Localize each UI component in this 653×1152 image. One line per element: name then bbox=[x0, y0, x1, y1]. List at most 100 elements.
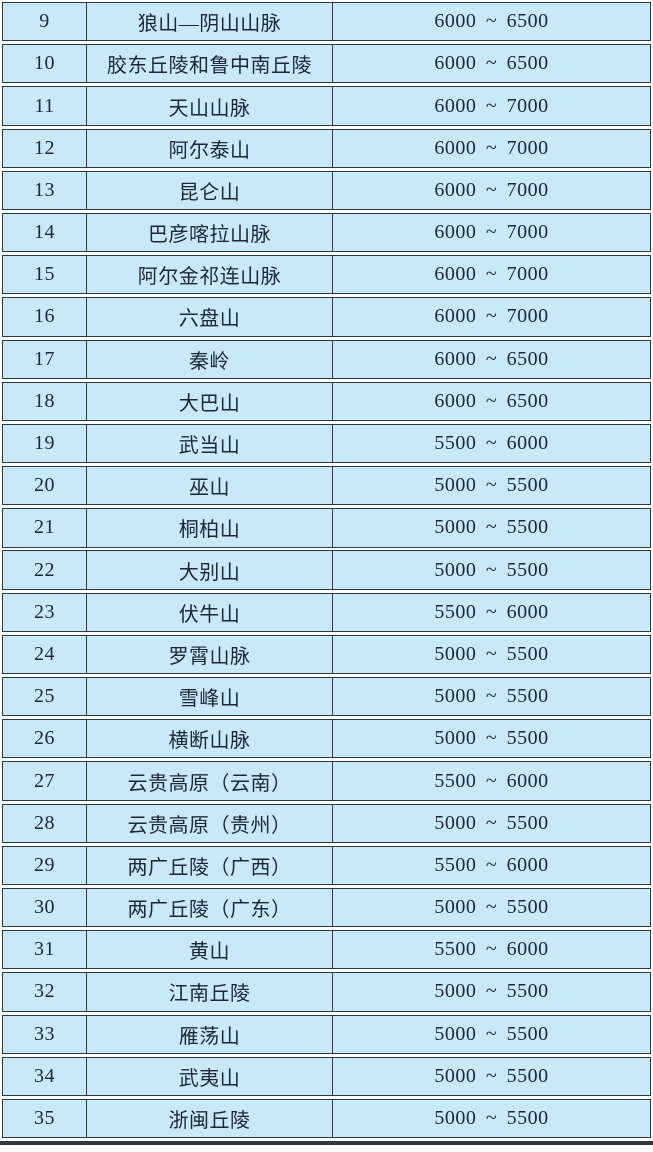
mountain-name-cell: 阿尔泰山 bbox=[87, 129, 333, 167]
mountain-name-cell: 黄山 bbox=[87, 931, 333, 969]
table-row: 32 江南丘陵 5000 ~ 5500 bbox=[2, 972, 651, 1012]
table-row: 19 武当山 5500 ~ 6000 bbox=[2, 423, 651, 464]
table-row: 29 两广丘陵（广西） 5500 ~ 6000 bbox=[2, 845, 651, 886]
table-row: 9 狼山—阴山山脉 6000 ~ 6500 bbox=[2, 2, 651, 42]
mountain-name-cell: 云贵高原（贵州） bbox=[87, 804, 333, 842]
mountain-name-cell: 狼山—阴山山脉 bbox=[87, 3, 333, 41]
elevation-range-cell: 5500 ~ 6000 bbox=[434, 769, 549, 792]
elevation-range-cell: 5000 ~ 5500 bbox=[434, 980, 549, 1003]
mountain-name-cell: 浙闽丘陵 bbox=[87, 1099, 333, 1138]
row-number-cell: 25 bbox=[3, 678, 87, 716]
row-number-cell: 20 bbox=[3, 467, 87, 505]
table-row: 34 武夷山 5000 ~ 5500 bbox=[2, 1056, 651, 1096]
elevation-range-cell: 5000 ~ 5500 bbox=[434, 474, 549, 497]
table-row: 13 昆仑山 6000 ~ 7000 bbox=[2, 170, 651, 211]
row-number-cell: 10 bbox=[3, 45, 87, 83]
elevation-range-cell: 6000 ~ 6500 bbox=[434, 389, 549, 412]
mountain-name-cell: 罗霄山脉 bbox=[87, 635, 333, 674]
mountain-name-cell: 巫山 bbox=[87, 467, 333, 505]
mountain-name-cell: 秦岭 bbox=[87, 340, 333, 378]
table-row: 28 云贵高原（贵州） 5000 ~ 5500 bbox=[2, 803, 651, 843]
table-row: 24 罗霄山脉 5000 ~ 5500 bbox=[2, 634, 651, 675]
table-row: 11 天山山脉 6000 ~ 7000 bbox=[2, 86, 651, 126]
elevation-range-cell: 6000 ~ 7000 bbox=[434, 136, 549, 159]
elevation-range-cell: 6000 ~ 6500 bbox=[434, 10, 549, 33]
table-row: 14 巴彦喀拉山脉 6000 ~ 7000 bbox=[2, 212, 651, 253]
row-number-cell: 17 bbox=[3, 340, 87, 378]
table-row: 10 胶东丘陵和鲁中南丘陵 6000 ~ 6500 bbox=[2, 44, 651, 84]
row-number-cell: 28 bbox=[3, 804, 87, 842]
mountain-name-cell: 武当山 bbox=[87, 424, 333, 463]
elevation-range-cell: 6000 ~ 7000 bbox=[434, 263, 549, 286]
mountain-name-cell: 桐柏山 bbox=[87, 509, 333, 547]
row-number-cell: 23 bbox=[3, 593, 87, 631]
table-bottom-border bbox=[0, 1141, 653, 1145]
table-row: 30 两广丘陵（广东） 5000 ~ 5500 bbox=[2, 887, 651, 928]
row-number-cell: 27 bbox=[3, 762, 87, 800]
elevation-range-cell: 5000 ~ 5500 bbox=[434, 685, 549, 708]
elevation-range-cell: 5000 ~ 5500 bbox=[434, 1022, 549, 1045]
mountain-name-cell: 胶东丘陵和鲁中南丘陵 bbox=[87, 45, 333, 83]
elevation-range-cell: 6000 ~ 7000 bbox=[434, 94, 549, 117]
row-number-cell: 13 bbox=[3, 171, 87, 210]
table-row: 23 伏牛山 5500 ~ 6000 bbox=[2, 592, 651, 632]
row-number-cell: 21 bbox=[3, 509, 87, 547]
row-number-cell: 19 bbox=[3, 424, 87, 463]
elevation-range-cell: 6000 ~ 7000 bbox=[434, 305, 549, 328]
mountain-name-cell: 雁荡山 bbox=[87, 1015, 333, 1053]
mountain-name-cell: 江南丘陵 bbox=[87, 973, 333, 1011]
table-row: 35 浙闽丘陵 5000 ~ 5500 bbox=[2, 1098, 651, 1139]
mountain-name-cell: 天山山脉 bbox=[87, 87, 333, 125]
elevation-range-cell: 5500 ~ 6000 bbox=[434, 938, 549, 961]
table-row: 22 大别山 5000 ~ 5500 bbox=[2, 550, 651, 590]
elevation-range-cell: 6000 ~ 7000 bbox=[434, 178, 549, 201]
row-number-cell: 26 bbox=[3, 720, 87, 758]
row-number-cell: 15 bbox=[3, 256, 87, 294]
elevation-range-cell: 6000 ~ 6500 bbox=[434, 52, 549, 75]
table-row: 15 阿尔金祁连山脉 6000 ~ 7000 bbox=[2, 255, 651, 295]
table-row: 17 秦岭 6000 ~ 6500 bbox=[2, 339, 651, 379]
row-number-cell: 31 bbox=[3, 931, 87, 969]
mountain-name-cell: 六盘山 bbox=[87, 298, 333, 336]
row-number-cell: 11 bbox=[3, 87, 87, 125]
elevation-range-cell: 5000 ~ 5500 bbox=[434, 1064, 549, 1087]
table-row: 21 桐柏山 5000 ~ 5500 bbox=[2, 508, 651, 548]
table-row: 20 巫山 5000 ~ 5500 bbox=[2, 466, 651, 506]
table-row: 26 横断山脉 5000 ~ 5500 bbox=[2, 719, 651, 759]
table-row: 18 大巴山 6000 ~ 6500 bbox=[2, 381, 651, 421]
elevation-range-cell: 6000 ~ 6500 bbox=[434, 347, 549, 370]
mountain-name-cell: 横断山脉 bbox=[87, 720, 333, 758]
row-number-cell: 35 bbox=[3, 1099, 87, 1138]
mountain-name-cell: 伏牛山 bbox=[87, 593, 333, 631]
mountain-name-cell: 昆仑山 bbox=[87, 171, 333, 210]
elevation-range-cell: 5000 ~ 5500 bbox=[434, 811, 549, 834]
row-number-cell: 14 bbox=[3, 213, 87, 252]
row-number-cell: 30 bbox=[3, 888, 87, 927]
mountain-name-cell: 两广丘陵（广西） bbox=[87, 846, 333, 885]
elevation-range-cell: 5000 ~ 5500 bbox=[434, 516, 549, 539]
elevation-range-cell: 5000 ~ 5500 bbox=[434, 642, 549, 665]
elevation-range-cell: 5000 ~ 5500 bbox=[434, 1107, 549, 1130]
table-row: 16 六盘山 6000 ~ 7000 bbox=[2, 297, 651, 337]
row-number-cell: 29 bbox=[3, 846, 87, 885]
table-row: 25 雪峰山 5000 ~ 5500 bbox=[2, 677, 651, 717]
row-number-cell: 22 bbox=[3, 551, 87, 589]
row-number-cell: 18 bbox=[3, 382, 87, 420]
elevation-range-cell: 5000 ~ 5500 bbox=[434, 896, 549, 919]
mountain-name-cell: 大巴山 bbox=[87, 382, 333, 420]
elevation-range-cell: 5000 ~ 5500 bbox=[434, 727, 549, 750]
table-row: 31 黄山 5500 ~ 6000 bbox=[2, 930, 651, 970]
mountain-name-cell: 巴彦喀拉山脉 bbox=[87, 213, 333, 252]
mountain-name-cell: 大别山 bbox=[87, 551, 333, 589]
elevation-range-cell: 5500 ~ 6000 bbox=[434, 600, 549, 623]
row-number-cell: 32 bbox=[3, 973, 87, 1011]
row-number-cell: 33 bbox=[3, 1015, 87, 1053]
row-number-cell: 9 bbox=[3, 3, 87, 41]
table-row: 27 云贵高原（云南） 5500 ~ 6000 bbox=[2, 761, 651, 801]
mountain-name-cell: 武夷山 bbox=[87, 1057, 333, 1095]
table-row: 12 阿尔泰山 6000 ~ 7000 bbox=[2, 128, 651, 168]
row-number-cell: 34 bbox=[3, 1057, 87, 1095]
elevation-range-cell: 5500 ~ 6000 bbox=[434, 853, 549, 876]
mountain-name-cell: 两广丘陵（广东） bbox=[87, 888, 333, 927]
